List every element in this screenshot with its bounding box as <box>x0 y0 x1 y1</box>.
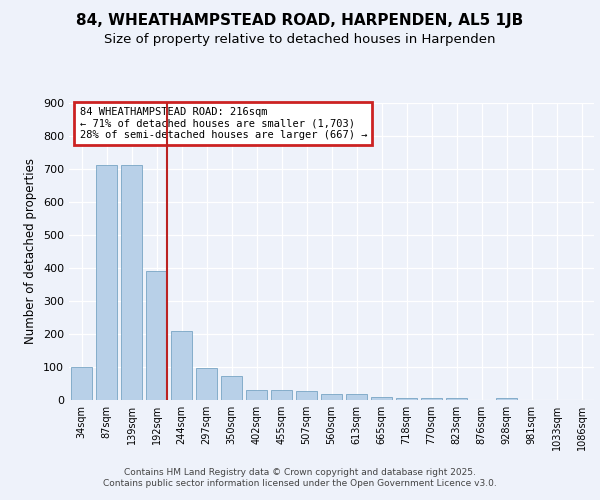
Bar <box>296 390 317 400</box>
Bar <box>196 368 217 400</box>
Bar <box>421 398 442 400</box>
Bar <box>446 398 467 400</box>
Text: 84 WHEATHAMPSTEAD ROAD: 216sqm
← 71% of detached houses are smaller (1,703)
28% : 84 WHEATHAMPSTEAD ROAD: 216sqm ← 71% of … <box>79 107 367 140</box>
Bar <box>396 398 417 400</box>
Bar <box>271 390 292 400</box>
Bar <box>346 394 367 400</box>
Bar <box>71 367 92 400</box>
Bar <box>171 330 192 400</box>
Bar <box>221 376 242 400</box>
Bar <box>146 271 167 400</box>
Text: 84, WHEATHAMPSTEAD ROAD, HARPENDEN, AL5 1JB: 84, WHEATHAMPSTEAD ROAD, HARPENDEN, AL5 … <box>76 12 524 28</box>
Text: Contains HM Land Registry data © Crown copyright and database right 2025.
Contai: Contains HM Land Registry data © Crown c… <box>103 468 497 487</box>
Bar <box>321 394 342 400</box>
Bar <box>121 166 142 400</box>
Y-axis label: Number of detached properties: Number of detached properties <box>25 158 37 344</box>
Text: Size of property relative to detached houses in Harpenden: Size of property relative to detached ho… <box>104 32 496 46</box>
Bar <box>246 390 267 400</box>
Bar <box>96 166 117 400</box>
Bar <box>371 398 392 400</box>
Bar <box>496 398 517 400</box>
